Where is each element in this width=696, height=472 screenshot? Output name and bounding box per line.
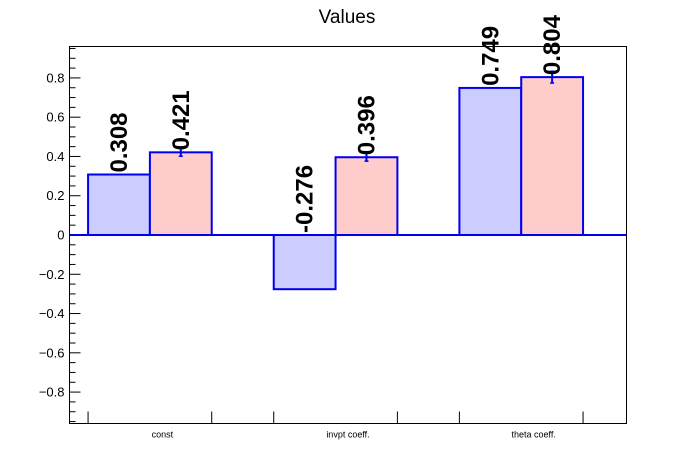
- x-category-label: theta coeff.: [511, 430, 555, 440]
- data-label: 0.804: [539, 14, 566, 75]
- x-axis: const invpt coeff. theta coeff.: [87, 411, 584, 440]
- data-label: 0.308: [106, 112, 133, 172]
- chart-title: Values: [319, 7, 376, 28]
- bar-series-2-theta-coeff-: [520, 76, 585, 236]
- bar-series-2-invpt-coeff-: [334, 156, 399, 236]
- bar-series-1-const: [87, 173, 151, 237]
- y-tick-label: −0.4: [39, 306, 65, 321]
- y-tick-label: 0.4: [46, 149, 64, 164]
- y-tick-label: 0.8: [46, 70, 64, 85]
- data-label: 0.396: [353, 95, 380, 155]
- x-category-label: invpt coeff.: [326, 430, 369, 440]
- bar-series-group: [69, 70, 627, 291]
- y-tick-label: 0.2: [46, 188, 64, 203]
- data-label: 0.749: [477, 26, 504, 86]
- data-label: -0.276: [292, 165, 319, 233]
- bar-series-2-const: [148, 151, 213, 237]
- data-label-group: 0.308 -0.276 0.749 0.421 0.396 0.804: [106, 14, 566, 233]
- x-category-label: const: [152, 430, 174, 440]
- y-tick-label: −0.2: [39, 267, 65, 282]
- bar-series-1-theta-coeff-: [458, 86, 523, 237]
- bar-series-1-invpt-coeff-: [272, 234, 337, 291]
- y-axis: −0.8 −0.6 −0.4 −0.2 0 0.2 0.4 0.6 0.8: [39, 47, 81, 423]
- data-label: 0.421: [168, 90, 195, 150]
- y-tick-label: −0.6: [39, 345, 65, 360]
- y-tick-label: −0.8: [39, 385, 65, 400]
- y-tick-label: 0: [57, 228, 64, 243]
- y-tick-label: 0.6: [46, 110, 64, 125]
